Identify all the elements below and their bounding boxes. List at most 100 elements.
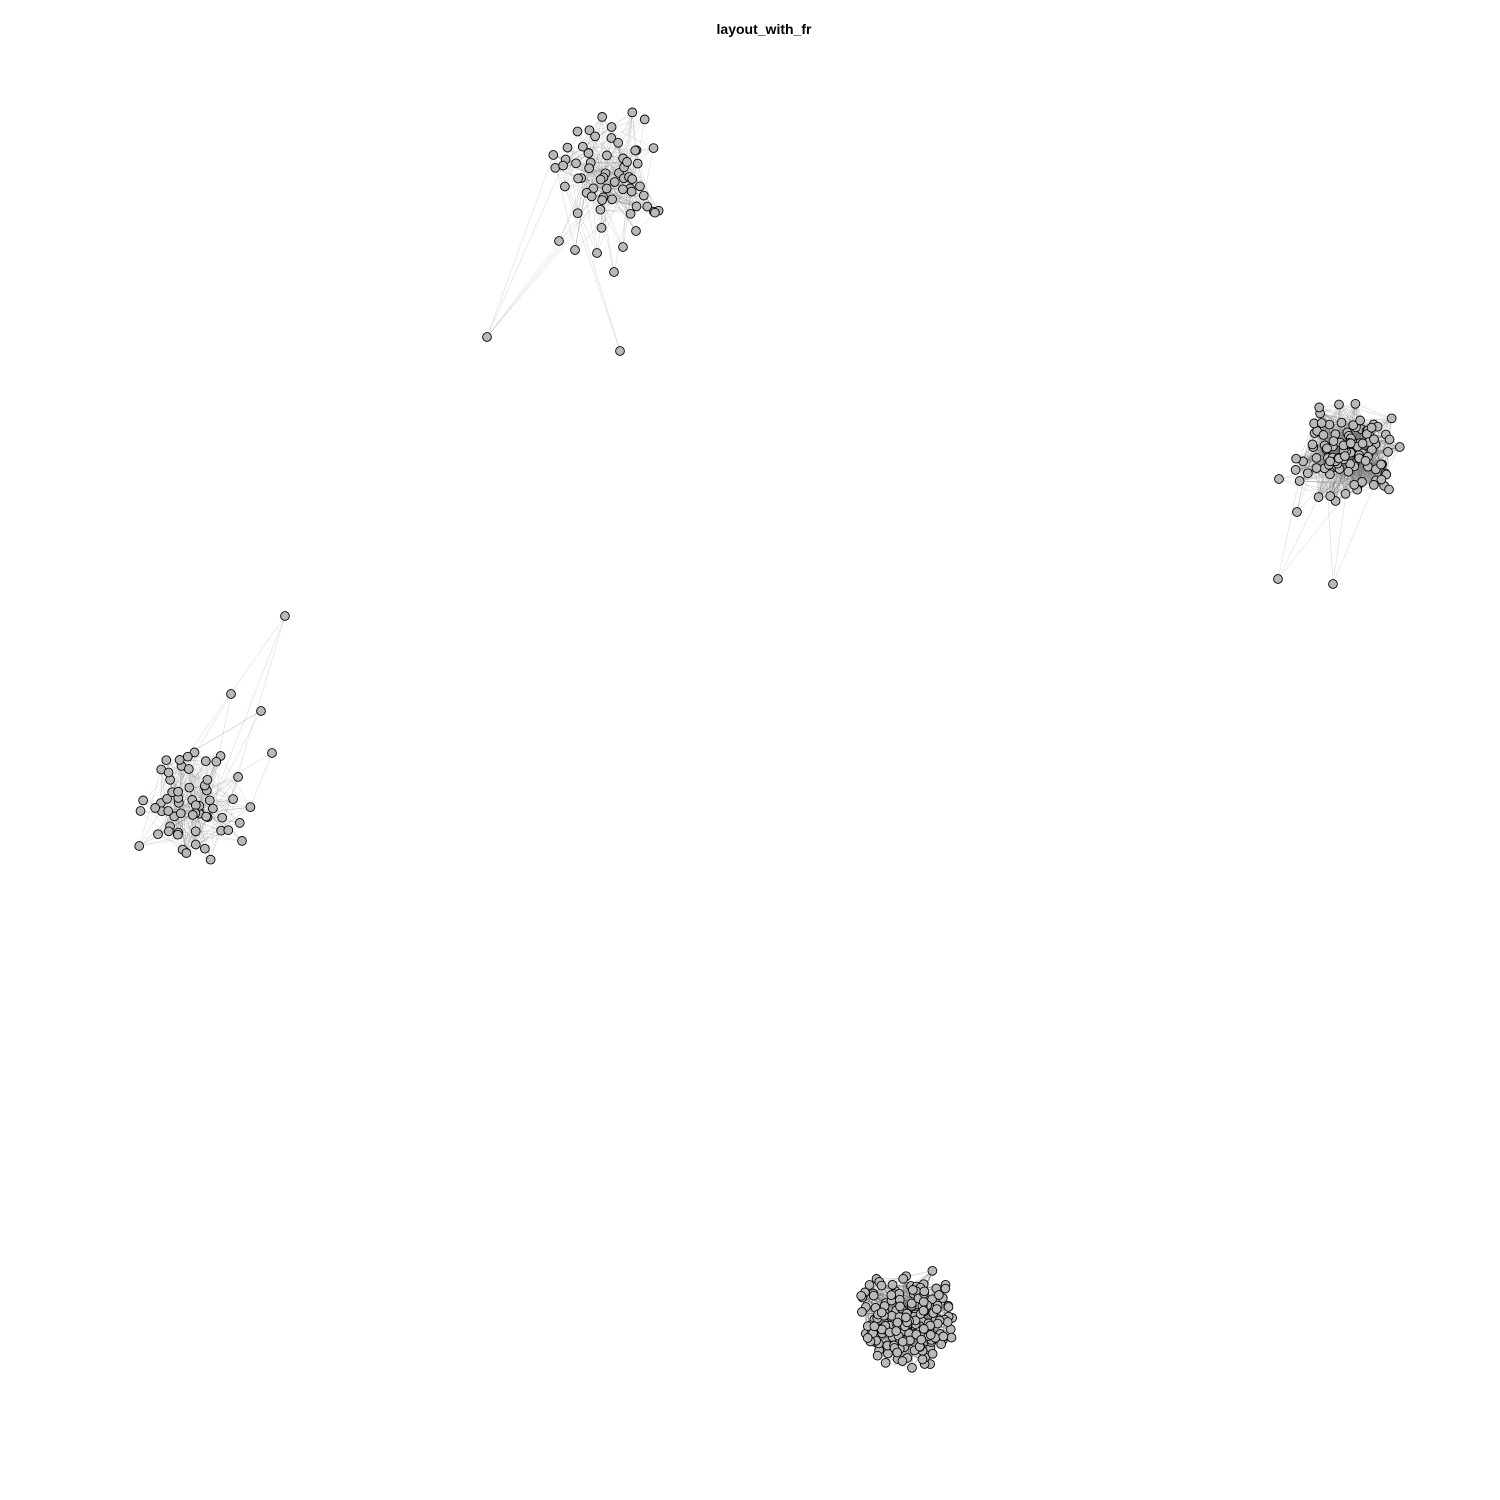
graph-edge bbox=[138, 829, 229, 847]
graph-edge bbox=[606, 188, 631, 215]
graph-node bbox=[934, 1290, 944, 1300]
graph-node bbox=[895, 1301, 905, 1312]
graph-edge bbox=[210, 817, 223, 860]
graph-edge bbox=[558, 178, 625, 242]
graph-node bbox=[590, 131, 600, 142]
graph-node bbox=[201, 811, 212, 822]
graph-node bbox=[1368, 480, 1379, 490]
graph-edge bbox=[486, 154, 554, 338]
graph-edge bbox=[138, 769, 162, 847]
graph-edge bbox=[206, 776, 239, 791]
graph-node bbox=[880, 1357, 891, 1368]
graph-edge bbox=[643, 147, 654, 196]
graph-edge bbox=[486, 188, 607, 338]
graph-edge bbox=[575, 137, 612, 164]
graph-node bbox=[632, 158, 643, 169]
graph-node bbox=[1314, 402, 1325, 413]
graph-edge bbox=[1295, 457, 1329, 471]
graph-node bbox=[1357, 438, 1368, 449]
graph-edge bbox=[157, 755, 221, 835]
graph-edge bbox=[562, 165, 637, 207]
graph-node bbox=[1394, 442, 1405, 452]
graph-edge bbox=[206, 790, 241, 824]
graph-edge bbox=[613, 191, 632, 273]
graph-edge bbox=[1278, 478, 1346, 495]
graph-node bbox=[1324, 419, 1335, 430]
graph-node bbox=[572, 126, 583, 137]
graph-node bbox=[901, 1312, 911, 1323]
graph-node bbox=[927, 1348, 938, 1359]
graph-edge bbox=[1319, 413, 1371, 442]
graph-edge bbox=[1345, 460, 1366, 495]
graph-edge bbox=[611, 137, 615, 183]
graph-edge bbox=[574, 162, 591, 251]
graph-node bbox=[631, 201, 642, 212]
graph-edge bbox=[1329, 471, 1349, 497]
graph-node bbox=[161, 755, 172, 766]
edges-layer bbox=[138, 112, 1401, 1369]
graph-edge bbox=[622, 112, 633, 159]
graph-edge bbox=[486, 158, 624, 338]
graph-node bbox=[626, 186, 637, 197]
graph-node bbox=[135, 806, 146, 816]
graph-node bbox=[609, 267, 619, 277]
graph-edge bbox=[189, 787, 234, 800]
graph-node bbox=[887, 1279, 898, 1290]
graph-edge bbox=[611, 195, 645, 200]
graph-node bbox=[134, 841, 145, 851]
graph-node bbox=[208, 803, 218, 814]
graph-edge bbox=[1323, 404, 1340, 436]
graph-node bbox=[592, 248, 602, 258]
graph-node bbox=[638, 190, 649, 201]
graph-node bbox=[868, 1290, 879, 1301]
graph-node bbox=[586, 191, 597, 202]
graph-edge bbox=[181, 765, 222, 831]
graph-node bbox=[153, 829, 163, 840]
graph-node bbox=[205, 854, 216, 865]
graph-node bbox=[200, 843, 210, 854]
graph-edge bbox=[564, 181, 615, 187]
graph-node bbox=[172, 829, 183, 840]
graph-edge bbox=[1319, 413, 1374, 425]
graph-node bbox=[138, 795, 148, 806]
graph-node bbox=[187, 810, 198, 820]
graph-node bbox=[615, 346, 625, 356]
graph-edge bbox=[221, 806, 251, 818]
graph-node bbox=[577, 141, 588, 152]
graph-edge bbox=[564, 131, 578, 187]
graph-node bbox=[482, 332, 492, 342]
graph-node bbox=[200, 756, 211, 767]
graph-edge bbox=[586, 192, 655, 212]
graph-node bbox=[1311, 463, 1322, 473]
graph-node bbox=[1294, 476, 1305, 486]
graph-node bbox=[938, 1331, 949, 1342]
graph-node bbox=[891, 1326, 902, 1336]
graph-edge bbox=[199, 798, 234, 807]
cluster-1-nodes bbox=[482, 107, 664, 356]
graph-edge bbox=[567, 147, 594, 189]
graph-node bbox=[606, 122, 617, 132]
graph-edge bbox=[177, 799, 193, 833]
graph-edge bbox=[1386, 418, 1392, 475]
graph-node bbox=[918, 1324, 929, 1334]
graph-node bbox=[174, 755, 185, 765]
graph-edge bbox=[582, 146, 637, 151]
graph-edge bbox=[574, 186, 641, 251]
graph-edge bbox=[588, 152, 631, 215]
graph-edge bbox=[486, 199, 603, 338]
graph-edge bbox=[600, 209, 631, 215]
graph-edge bbox=[160, 802, 214, 809]
graph-edge bbox=[577, 136, 596, 214]
graph-node bbox=[1386, 413, 1397, 424]
graph-node bbox=[1291, 453, 1301, 464]
graph-edge bbox=[606, 155, 630, 178]
graph-node bbox=[908, 1285, 918, 1295]
graph-edge bbox=[580, 158, 624, 179]
graph-node bbox=[1313, 492, 1324, 502]
graph-edge bbox=[1295, 445, 1325, 471]
graph-node bbox=[202, 774, 213, 785]
graph-node bbox=[584, 163, 594, 174]
graph-node bbox=[919, 1286, 930, 1297]
graph-edge bbox=[1332, 451, 1389, 585]
